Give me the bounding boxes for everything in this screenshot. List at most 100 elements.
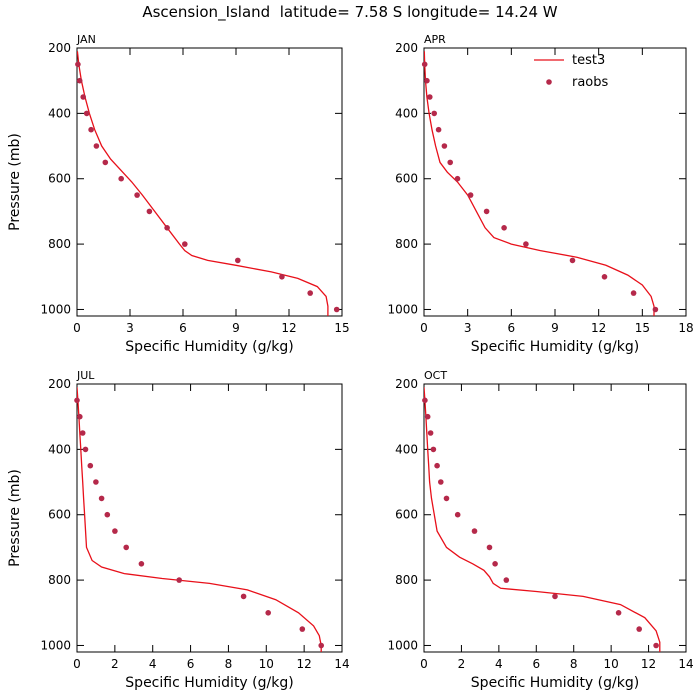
data-point-raobs (87, 462, 94, 469)
y-tick-label: 800 (48, 237, 71, 251)
data-point-raobs (569, 257, 576, 264)
y-tick-label: 1000 (387, 638, 418, 652)
x-tick-label: 0 (73, 321, 81, 335)
y-tick-label: 1000 (40, 302, 71, 316)
data-point-raobs (615, 610, 622, 616)
x-axis-label: Specific Humidity (g/kg) (125, 339, 293, 355)
y-tick-label: 800 (395, 237, 418, 251)
x-tick-label: 12 (641, 657, 656, 671)
x-tick-label: 14 (678, 657, 693, 671)
x-axis-label: Specific Humidity (g/kg) (125, 675, 293, 691)
data-point-raobs (492, 561, 498, 567)
data-point-raobs (447, 159, 454, 166)
data-point-raobs (93, 143, 100, 149)
x-tick-label: 6 (532, 657, 540, 671)
data-point-raobs (76, 77, 83, 84)
y-tick-label: 600 (395, 172, 418, 186)
data-point-raobs (422, 397, 428, 404)
data-point-raobs (82, 446, 89, 453)
x-tick-label: 15 (635, 321, 650, 335)
x-tick-label: 18 (678, 321, 693, 335)
legend-dot-swatch (546, 79, 552, 85)
x-tick-label: 2 (111, 657, 119, 671)
y-tick-label: 200 (48, 41, 71, 55)
data-point-raobs (471, 528, 478, 534)
x-tick-label: 6 (179, 321, 187, 335)
y-tick-label: 400 (395, 442, 418, 456)
x-tick-label: 14 (334, 657, 349, 671)
x-tick-label: 0 (420, 657, 428, 671)
data-point-raobs (652, 306, 659, 313)
data-point-raobs (182, 241, 188, 247)
plot-frame (423, 47, 687, 317)
data-point-raobs (501, 225, 507, 231)
y-tick-label: 400 (48, 442, 71, 456)
data-point-raobs (454, 175, 461, 182)
x-tick-label: 8 (225, 657, 233, 671)
data-point-raobs (102, 159, 109, 166)
x-tick-label: 3 (126, 321, 134, 335)
y-tick-label: 1000 (387, 302, 418, 316)
data-point-raobs (138, 561, 145, 567)
data-point-raobs (176, 577, 182, 583)
x-tick-label: 12 (281, 321, 296, 335)
x-tick-label: 12 (591, 321, 606, 335)
y-tick-label: 600 (395, 508, 418, 522)
data-point-raobs (636, 626, 642, 632)
data-point-raobs (523, 241, 529, 247)
data-point-raobs (88, 126, 94, 133)
series-line-test3 (77, 51, 329, 316)
panel-label: APR (424, 33, 446, 46)
data-point-raobs (454, 511, 461, 518)
x-tick-label: 0 (420, 321, 428, 335)
series-line-test3 (77, 387, 322, 652)
data-point-raobs (653, 642, 659, 649)
panel-oct: 0 2 4 6 8 10 12 14 200 400 600 800 1000 OCT Specific H… (387, 369, 693, 691)
panel-label: OCT (424, 369, 447, 382)
y-tick-label: 400 (395, 106, 418, 120)
data-point-raobs (235, 257, 241, 264)
data-point-raobs (503, 577, 510, 583)
y-axis-label: Pressure (mb) (7, 133, 23, 231)
data-point-raobs (424, 77, 430, 84)
x-tick-label: 4 (149, 657, 157, 671)
data-point-raobs (441, 143, 448, 149)
y-axis-label: Pressure (mb) (7, 469, 23, 567)
data-point-raobs (299, 626, 306, 632)
legend-label-line: test3 (572, 53, 605, 68)
x-tick-label: 6 (508, 321, 516, 335)
x-tick-label: 15 (334, 321, 349, 335)
data-point-raobs (279, 274, 285, 280)
y-tick-label: 800 (48, 573, 71, 587)
data-point-raobs (164, 225, 170, 231)
data-point-raobs (75, 61, 81, 68)
x-axis-label: Specific Humidity (g/kg) (471, 675, 639, 691)
data-point-raobs (467, 192, 474, 198)
x-tick-label: 9 (232, 321, 240, 335)
legend: test3 raobs (534, 53, 609, 90)
x-tick-label: 10 (259, 657, 274, 671)
y-tick-label: 600 (48, 172, 71, 186)
data-point-raobs (93, 479, 99, 485)
x-tick-label: 0 (73, 657, 81, 671)
data-point-raobs (318, 642, 325, 649)
x-tick-label: 4 (495, 657, 503, 671)
panel-apr: 0 3 6 9 12 15 18 200 400 600 800 1000 APR Specific Hu… (387, 33, 693, 355)
data-point-raobs (424, 413, 431, 420)
data-point-raobs (134, 192, 140, 198)
panel-jul: 0 2 4 6 8 10 12 14 200 400 600 800 1000 JUL Specific H… (7, 369, 350, 691)
x-tick-label: 3 (464, 321, 472, 335)
data-point-raobs (486, 544, 493, 551)
plot-frame (423, 383, 687, 653)
panel-label: JAN (76, 33, 96, 46)
legend-label-dots: raobs (572, 75, 609, 90)
figure-title: Ascension_Island latitude= 7.58 S longit… (142, 3, 557, 22)
panel-jan: 0 3 6 9 12 15 200 400 600 800 1000 JAN Specific Humi… (7, 33, 350, 355)
data-point-raobs (77, 413, 83, 420)
panel-label: JUL (76, 369, 95, 382)
data-point-raobs (483, 208, 490, 215)
data-point-raobs (146, 208, 153, 215)
data-point-raobs (435, 126, 442, 133)
y-tick-label: 600 (48, 508, 71, 522)
